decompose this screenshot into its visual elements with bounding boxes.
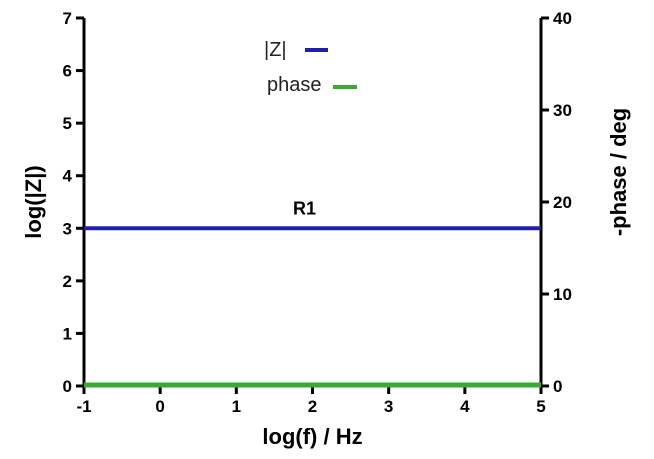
y-tick-label: 1: [63, 324, 72, 343]
y2-tick-label: 10: [553, 285, 572, 304]
y-tick-label: 5: [63, 114, 72, 133]
x-tick-label: 1: [232, 397, 241, 416]
y2-tick-label: 40: [553, 9, 572, 28]
y2-tick-label: 20: [553, 193, 572, 212]
y2-tick-label: 30: [553, 101, 572, 120]
y-tick-label: 4: [63, 167, 73, 186]
y-tick-label: 0: [63, 377, 72, 396]
annotation-label: R1: [293, 198, 316, 218]
x-tick-label: 4: [460, 397, 470, 416]
series-lines: [84, 226, 541, 388]
legend: |Z| phase: [264, 39, 357, 96]
text-labels: R1 log(f) / Hz log(|Z|) -phase / deg: [21, 108, 631, 449]
x-tick-label: 3: [384, 397, 393, 416]
x-tick-label: 0: [155, 397, 164, 416]
y-tick-label: 7: [63, 9, 72, 28]
y2-axis-title: -phase / deg: [606, 108, 631, 236]
x-tick-label: -1: [76, 397, 91, 416]
x-tick-label: 2: [308, 397, 317, 416]
legend-label: |Z|: [264, 39, 287, 61]
x-tick-label: 5: [536, 397, 545, 416]
legend-label: phase: [267, 74, 322, 96]
y-tick-label: 2: [63, 272, 72, 291]
y-tick-label: 3: [63, 219, 72, 238]
x-axis-title: log(f) / Hz: [262, 424, 362, 449]
y-axis-title: log(|Z|): [21, 165, 46, 238]
y-tick-label: 6: [63, 62, 72, 81]
y2-tick-label: 0: [553, 377, 562, 396]
